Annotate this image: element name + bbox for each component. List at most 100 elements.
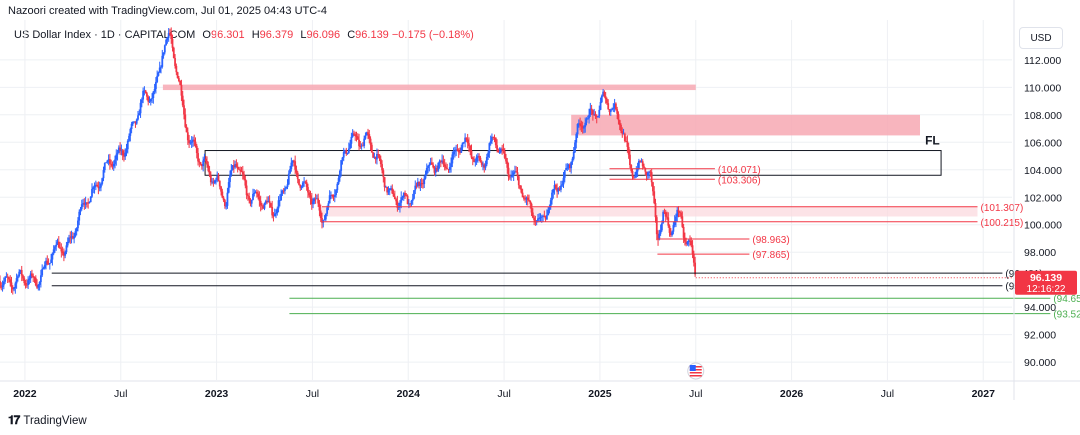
candle-up [103,162,106,171]
candle-down [57,241,60,248]
candle-down [645,171,648,176]
candle-down [508,176,511,178]
candle-down [494,137,497,146]
candle-up [216,175,219,180]
candle-up [128,135,130,141]
currency-button[interactable]: USD [1019,27,1063,49]
candle-down [623,133,626,142]
y-tick-label: 108.000 [1024,110,1062,122]
candle-up [133,121,136,123]
candle-down [235,164,238,167]
candle-up [264,201,267,204]
candle-down [305,182,308,188]
candle-up [273,213,276,217]
candle-down [176,72,179,79]
candle-down [183,105,185,115]
candle-up [350,136,353,144]
candle-up [572,151,575,159]
candle-up [659,230,662,234]
tradingview-brand-text: TradingView [23,414,87,427]
last-price-badge [1015,270,1077,295]
candle-down [208,170,211,176]
candle-down [654,203,657,218]
candle-up [671,231,674,236]
candle-up [4,277,7,282]
candle-down [383,177,386,188]
candle-down [620,124,622,131]
candle-up [66,241,69,246]
candle-up [416,181,419,186]
candle-down [524,198,527,200]
candle-down [618,120,621,125]
candle-up [51,253,54,260]
candle-down [111,163,114,167]
candle-up [64,251,67,256]
candle-down [310,198,313,205]
candle-down [544,216,547,220]
candle-up [464,137,467,143]
candle-up [658,233,661,240]
candle-up [154,81,157,89]
candle-up [78,211,81,221]
candle-up [227,182,230,193]
candle-down [554,184,557,188]
legend-symbol[interactable]: US Dollar Index · 1D · CAPITALCOM [14,29,196,41]
candle-down [409,203,412,205]
candle-up [102,170,105,179]
candle-down [119,147,122,151]
candle-up [419,183,422,186]
candle-up [460,147,463,153]
candle-down [439,161,442,162]
candle-down [62,252,65,256]
candle-up [27,280,30,286]
candle-down [473,159,475,162]
level-label: (104.071) [718,165,761,176]
candle-up [549,200,552,208]
candle-down [34,277,37,286]
candle-up [561,184,564,186]
legend-open-label: O [202,29,211,41]
symbol-legend[interactable]: US Dollar Index · 1D · CAPITALCOM O96.30… [14,29,474,41]
x-tick-label: 2023 [205,388,229,400]
candle-down [0,281,1,287]
candle-down [590,108,593,111]
tradingview-brand[interactable]: 𝟏𝟕 TradingView [8,413,87,428]
candle-up [648,171,651,173]
candle-down [258,196,261,201]
candle-down [304,181,307,183]
candle-up [450,163,452,168]
candle-up [640,161,643,163]
y-tick-label: 98.000 [1024,247,1056,259]
candle-down [604,96,607,100]
candle-down [321,218,323,223]
candle-down [240,171,243,173]
candle-down [616,109,619,114]
candle-up [189,142,192,144]
candle-up [537,218,539,221]
candle-down [295,169,298,173]
level-label: (93.527) [1053,310,1080,321]
candle-up [597,116,599,118]
candle-up [161,55,164,67]
candle-down [9,279,12,283]
candle-up [553,184,556,189]
candle-up [107,159,110,161]
candle-up [434,168,437,173]
candle-up [484,164,487,168]
candle-down [186,132,189,141]
candle-down [626,141,629,147]
candle-down [266,201,268,203]
candle-down [69,237,72,239]
chart-axes: 112.000 110.000 108.000 106.000 104.000 102.0… [0,0,1080,400]
candle-down [617,113,620,121]
candle-up [37,284,40,288]
candle-down [505,157,507,162]
candle-up [289,169,291,174]
candle-up [538,218,541,219]
candle-down [6,276,9,278]
candle-down [457,150,460,153]
candle-up [525,197,528,200]
candle-down [212,181,215,183]
candle-down [534,220,537,223]
